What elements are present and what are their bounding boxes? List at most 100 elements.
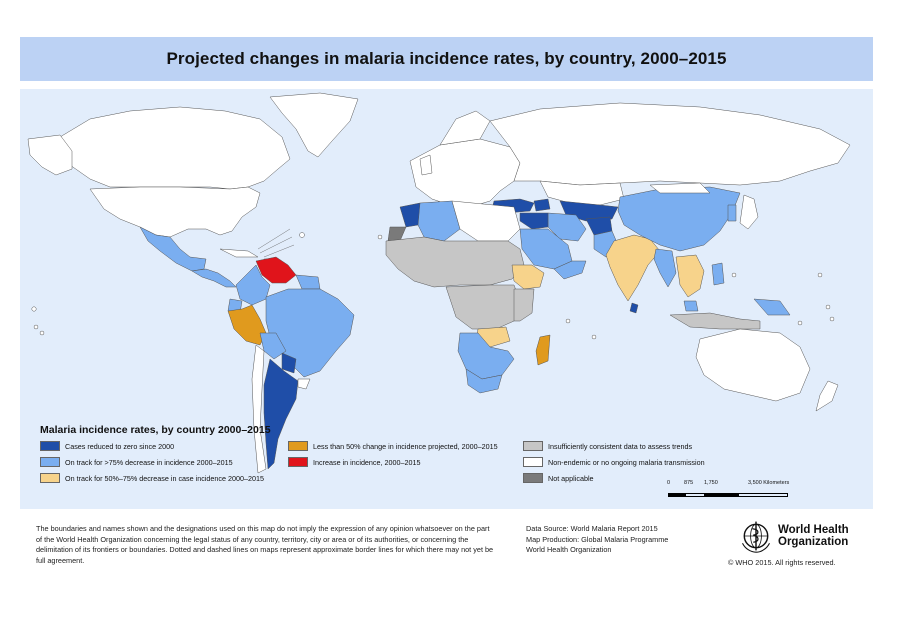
island-pacific-7 [797, 320, 803, 326]
brazil [265, 288, 355, 378]
island-pacific-8 [731, 272, 737, 278]
legend-label: On track for 50%–75% decrease in case in… [65, 473, 264, 483]
legend-label: Increase in incidence, 2000–2015 [313, 457, 421, 467]
usa [89, 186, 261, 238]
island-pacific-2 [33, 324, 39, 330]
yemen-oman [553, 260, 587, 280]
copyright-text: © WHO 2015. All rights reserved. [728, 558, 836, 567]
legend-swatch [40, 441, 60, 451]
chile [251, 344, 267, 474]
callout-line-2 [259, 236, 293, 254]
papua-new-guinea [753, 298, 791, 316]
uruguay [297, 378, 311, 390]
scale-label-0: 0 [667, 480, 671, 486]
madagascar [535, 334, 551, 366]
south-africa [465, 368, 503, 394]
callout-line-1 [257, 228, 291, 250]
scale-bar-graphic [668, 493, 788, 497]
organization-line: World Health Organization [526, 545, 612, 554]
legend-swatch [40, 473, 60, 483]
malaysia [683, 300, 699, 312]
legend-label: Non-endemic or no ongoing malaria transm… [548, 457, 705, 467]
mongolia [649, 182, 711, 194]
who-emblem-icon [742, 521, 770, 553]
kazakhstan [539, 180, 625, 206]
central-africa [445, 284, 521, 330]
australia [695, 328, 811, 402]
legend-title: Malaria incidence rates, by country 2000… [40, 424, 271, 436]
legend-item-increase: Increase in incidence, 2000–2015 [288, 457, 421, 467]
philippines [711, 262, 725, 286]
iraq-syria [519, 212, 549, 230]
scale-bar: 0 875 1,750 3,500 Kilometers [667, 480, 818, 500]
central-america [191, 268, 237, 288]
legend-swatch [523, 473, 543, 483]
peru [227, 304, 267, 346]
world-map [20, 89, 873, 509]
se-asia [675, 254, 705, 298]
japan [739, 194, 759, 230]
west-sahara [387, 226, 407, 242]
legend-label: Insufficiently consistent data to assess… [548, 441, 693, 451]
island-pacific-3 [39, 330, 45, 336]
cuba [219, 248, 259, 258]
southern-africa [457, 332, 515, 380]
scale-label-875: 875 [684, 480, 694, 486]
libya-egypt [451, 200, 521, 242]
russia [489, 102, 851, 186]
world-map-svg [27, 92, 851, 474]
legend-label: Not applicable [548, 473, 594, 483]
paraguay [281, 352, 297, 374]
scale-label-1750: 1,750 [704, 480, 718, 486]
island-pacific-5 [825, 304, 831, 310]
legend-swatch [40, 457, 60, 467]
data-source-line: Data Source: World Malaria Report 2015 [526, 524, 658, 533]
legend-swatch [523, 441, 543, 451]
greenland [269, 92, 359, 158]
canada [59, 106, 291, 190]
title-band: Projected changes in malaria incidence r… [20, 37, 873, 81]
sri-lanka [629, 302, 639, 314]
legend-item-non-endemic: Non-endemic or no ongoing malaria transm… [523, 457, 705, 467]
legend-swatch [523, 457, 543, 467]
indonesia [669, 312, 761, 330]
sahel-west-africa [385, 236, 525, 288]
who-logo: World Health Organization [738, 518, 849, 554]
who-name-line2: Organization [778, 536, 849, 548]
map-title: Projected changes in malaria incidence r… [166, 49, 727, 68]
guianas [295, 274, 321, 290]
legend-item-not-applicable: Not applicable [523, 473, 594, 483]
legend-item-zero-cases: Cases reduced to zero since 2000 [40, 441, 174, 451]
island-pacific-4 [817, 272, 823, 278]
bangladesh-myanmar [653, 248, 677, 288]
scale-label-3500: 3,500 Kilometers [748, 480, 790, 486]
mexico [139, 226, 207, 272]
island-indian-1 [565, 318, 571, 324]
china [617, 186, 741, 252]
caucasus [533, 198, 551, 212]
india [605, 234, 661, 302]
island-pacific-6 [829, 316, 835, 322]
scandinavia [439, 110, 491, 146]
legend-item-insufficient-data: Insufficiently consistent data to assess… [523, 441, 692, 451]
argentina [263, 358, 299, 470]
island-indian-2 [591, 334, 597, 340]
legend-item-over-75: On track for >75% decrease in incidence … [40, 457, 233, 467]
legend-item-under-50: Less than 50% change in incidence projec… [288, 441, 498, 451]
uk [419, 154, 433, 176]
legend-swatch [288, 457, 308, 467]
map-production-line: Map Production: Global Malaria Programme [526, 534, 669, 544]
east-africa [513, 288, 535, 322]
alaska [27, 134, 73, 176]
venezuela [255, 256, 297, 284]
who-wordmark: World Health Organization [778, 524, 849, 548]
who-name-line1: World Health [778, 524, 849, 536]
legend-label: On track for >75% decrease in incidence … [65, 457, 233, 467]
bolivia [259, 332, 287, 360]
legend-swatch [288, 441, 308, 451]
data-source-block: Data Source: World Malaria Report 2015 M… [526, 524, 668, 556]
island-atlantic-1 [377, 234, 383, 240]
legend-label: Less than 50% change in incidence projec… [313, 441, 498, 451]
legend-label: Cases reduced to zero since 2000 [65, 441, 175, 451]
new-zealand [815, 380, 839, 412]
